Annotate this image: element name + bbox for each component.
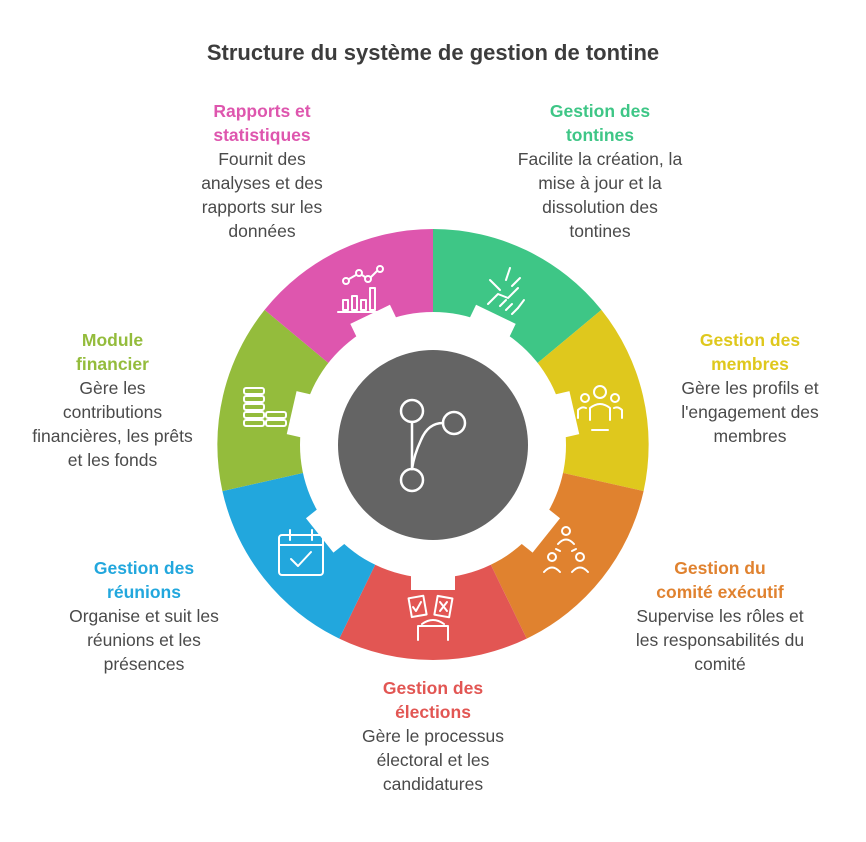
segment-comite bbox=[480, 469, 644, 639]
segment-tontines bbox=[433, 229, 602, 364]
chart-icon bbox=[337, 265, 385, 313]
segment-reunions bbox=[222, 469, 386, 639]
segment-elections bbox=[339, 543, 527, 660]
label-title-membres: Gestion des membres bbox=[699, 330, 801, 374]
branch-icon bbox=[399, 398, 467, 493]
calendar-check-icon bbox=[278, 529, 324, 576]
label-membres: Gestion des membres Gère les profils et … bbox=[665, 328, 835, 448]
handshake-icon bbox=[487, 267, 525, 315]
diagram-title: Structure du système de gestion de tonti… bbox=[206, 40, 660, 65]
label-desc-financier: Gère les contributions financières, les … bbox=[32, 378, 193, 470]
label-financier: Module financier Gère les contributions … bbox=[30, 328, 195, 472]
label-rapports: Rapports et statistiques Fournit des ana… bbox=[178, 99, 346, 243]
segment-rapports bbox=[264, 229, 433, 364]
label-desc-comite: Supervise les rôles et les responsabilit… bbox=[635, 606, 805, 674]
label-title-rapports: Rapports et statistiques bbox=[213, 101, 311, 145]
label-title-comite: Gestion du comité exécutif bbox=[656, 558, 784, 602]
label-title-financier: Module financier bbox=[76, 330, 149, 374]
committee-icon bbox=[543, 526, 589, 573]
label-desc-reunions: Organise et suit les réunions et les pré… bbox=[69, 606, 219, 674]
label-desc-membres: Gère les profils et l'engagement des mem… bbox=[681, 378, 819, 446]
label-comite: Gestion du comité exécutif Supervise les… bbox=[635, 556, 805, 676]
ballot-icon bbox=[407, 594, 454, 641]
center-disc bbox=[338, 350, 528, 540]
label-desc-rapports: Fournit des analyses et des rapports sur… bbox=[201, 149, 323, 241]
label-title-reunions: Gestion des réunions bbox=[93, 558, 195, 602]
label-title-elections: Gestion des élections bbox=[382, 678, 484, 722]
members-icon bbox=[577, 385, 623, 431]
label-desc-tontines: Facilite la création, la mise à jour et … bbox=[517, 149, 683, 241]
label-title-tontines: Gestion des tontines bbox=[549, 101, 651, 145]
label-elections: Gestion des élections Gère le processus … bbox=[343, 676, 523, 796]
label-desc-elections: Gère le processus électoral et les candi… bbox=[361, 726, 504, 794]
label-reunions: Gestion des réunions Organise et suit le… bbox=[55, 556, 233, 676]
label-tontines: Gestion des tontines Facilite la créatio… bbox=[500, 99, 700, 243]
coins-icon bbox=[243, 387, 287, 427]
